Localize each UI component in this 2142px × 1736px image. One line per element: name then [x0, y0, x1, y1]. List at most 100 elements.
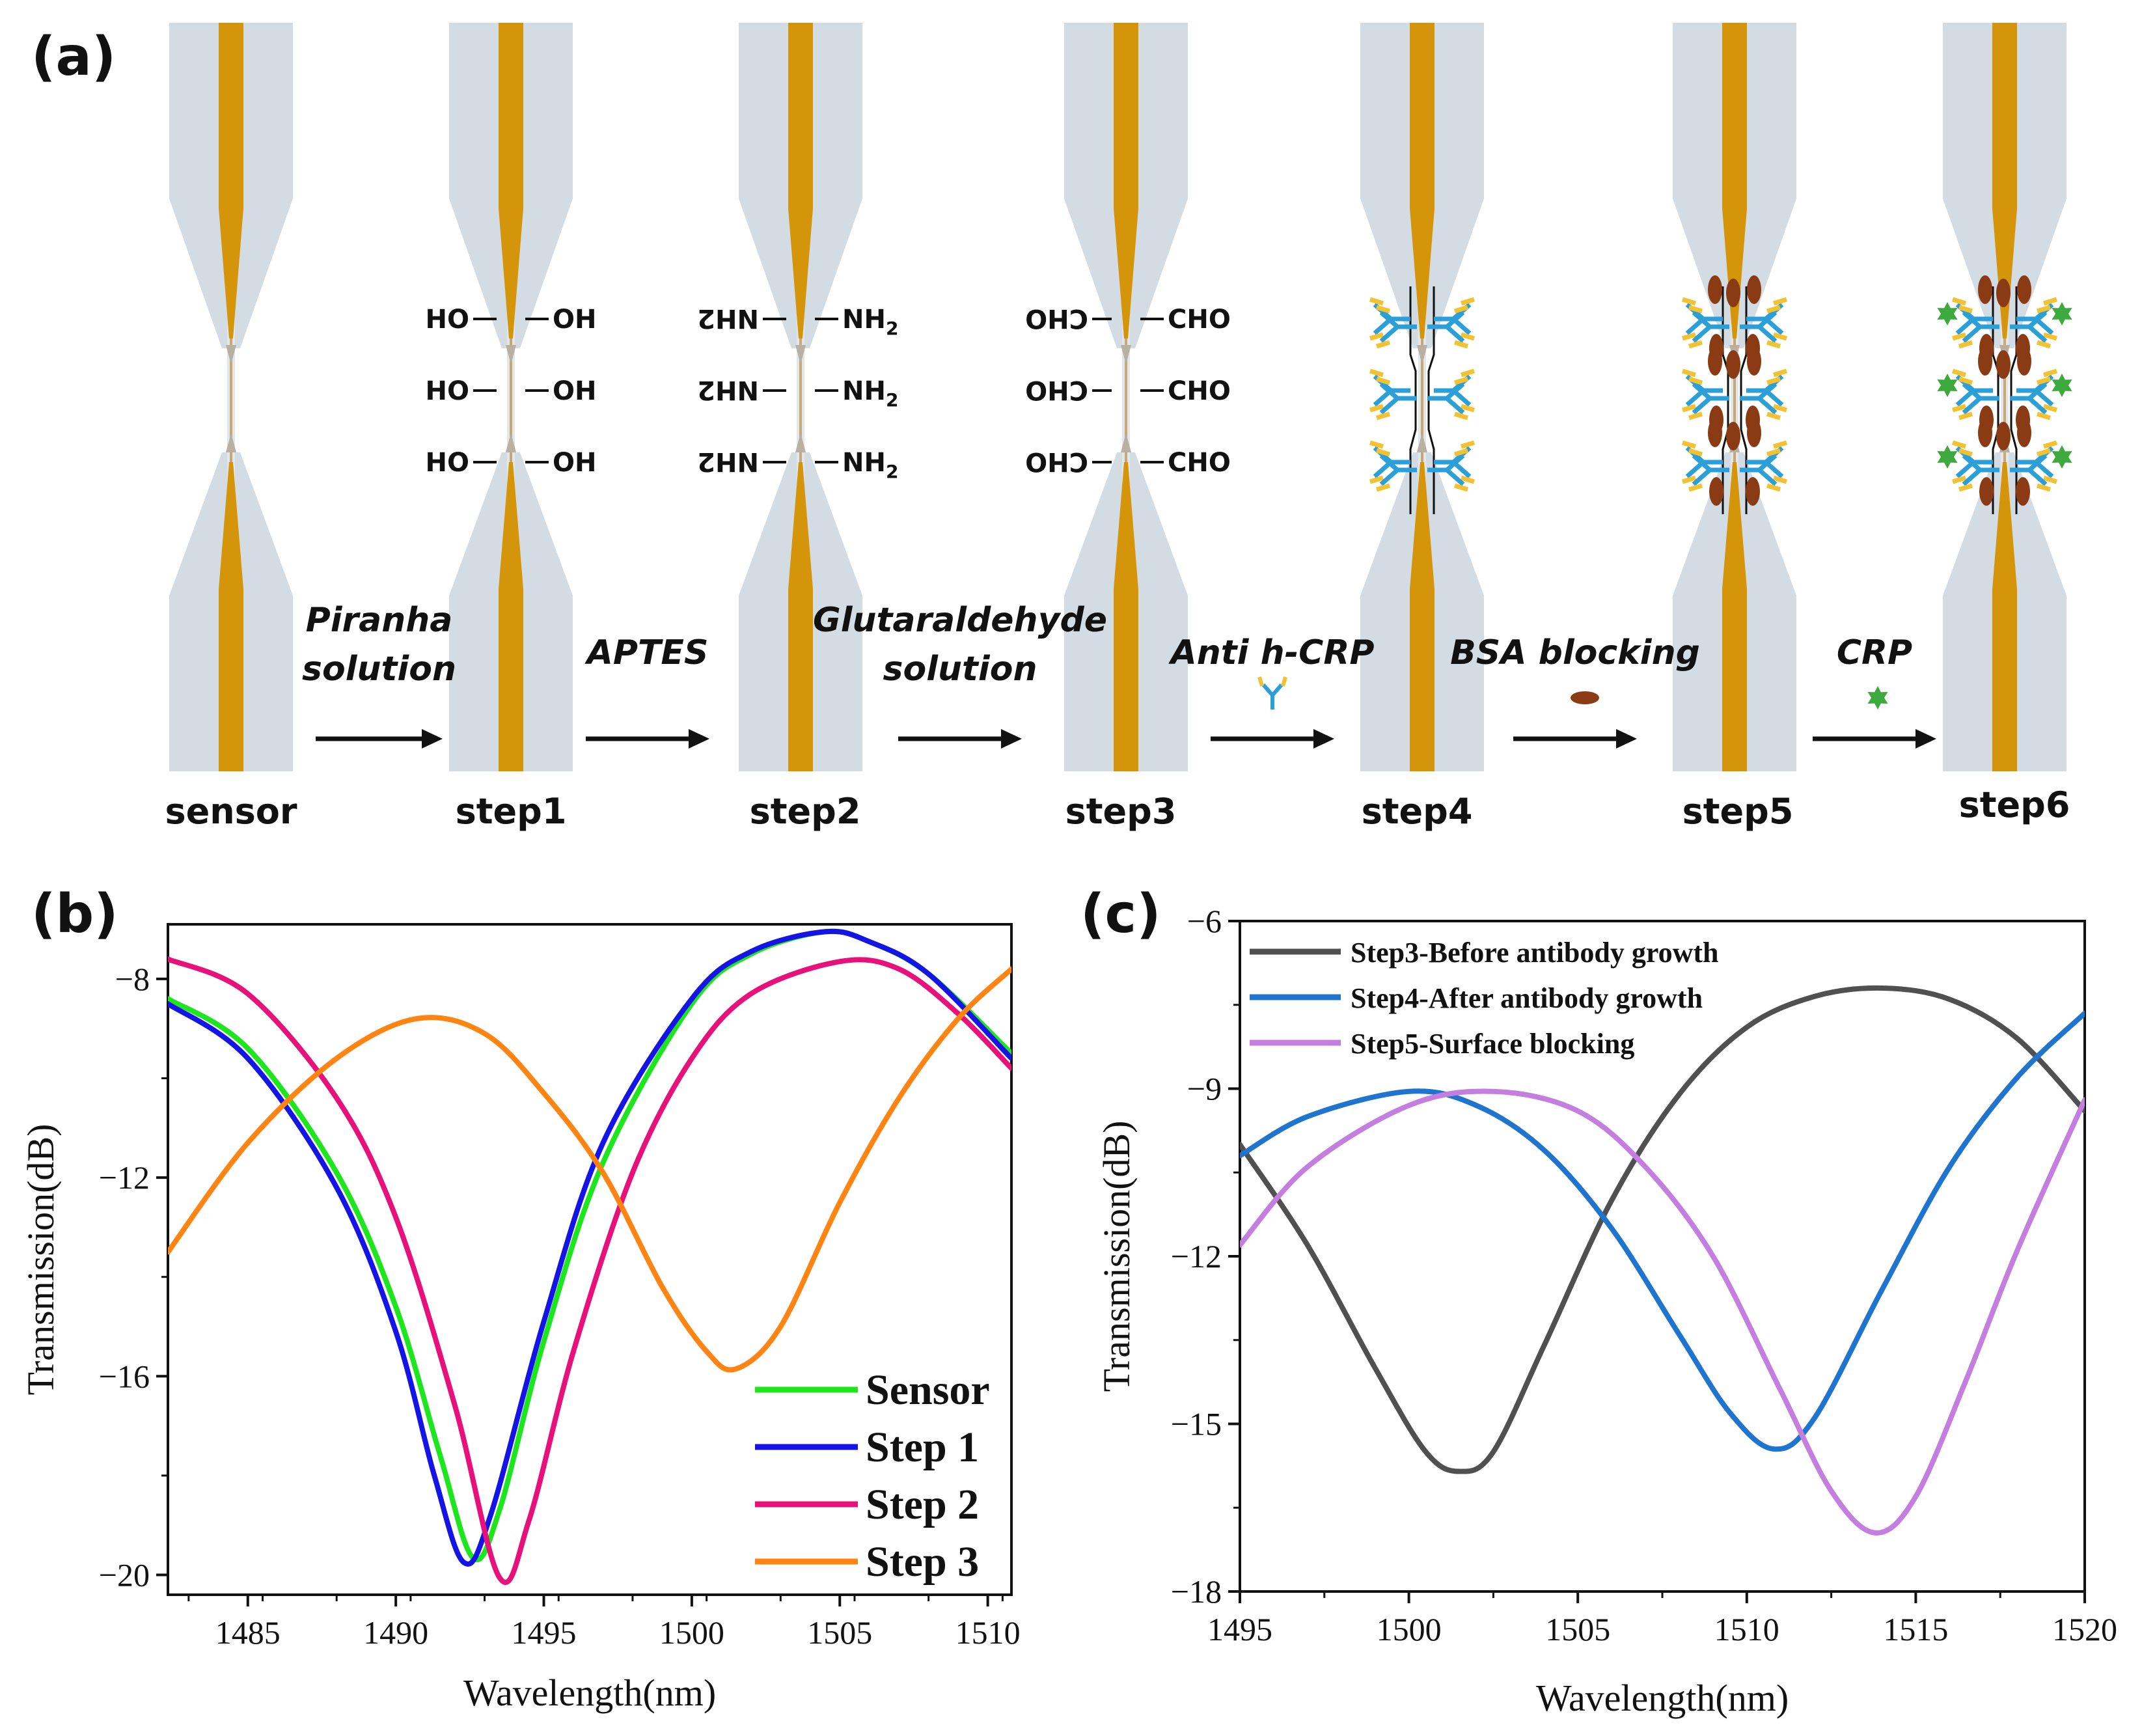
aldehyde-groups: CHO CHO CHO CHO CHO CHO — [1025, 303, 1231, 478]
reagent-label: APTES — [584, 633, 709, 672]
reagent-label: Piranha — [306, 601, 453, 640]
series-line-step5-surface-blocking — [1240, 1088, 2085, 1536]
x-tick-label: 1495 — [1207, 1611, 1272, 1647]
fiber-step1 — [449, 23, 573, 771]
x-tick-label: 1515 — [1883, 1611, 1948, 1647]
fiber-step4 — [1360, 23, 1484, 771]
series-b — [168, 928, 1011, 1585]
legend-c: Step3-Before antibody growth Step4-After … — [1250, 937, 1719, 1060]
aldehyde-right-0: CHO — [1168, 305, 1231, 335]
surface-step5 — [1681, 275, 1788, 514]
panel-a-label: (a) — [31, 26, 116, 88]
legend-b: Sensor Step 1 Step 2 Step 3 — [755, 1366, 990, 1586]
series-line-step4-after-antibody-growth — [1240, 1010, 2085, 1452]
legend-label: Step 1 — [866, 1424, 979, 1471]
legend-label: Step 2 — [866, 1481, 979, 1528]
y-tick-label: −12 — [1171, 1238, 1222, 1274]
x-tick-label: 1500 — [1377, 1611, 1442, 1647]
core-top — [1722, 23, 1747, 338]
legend-label: Step5-Surface blocking — [1351, 1028, 1634, 1060]
legend-item: Step4-After antibody growth — [1250, 982, 1703, 1014]
core-bottom — [499, 462, 523, 771]
surface-step6 — [1937, 275, 2072, 514]
aldehyde-left-2: CHO — [1025, 447, 1088, 476]
amine-right-0: NH2 — [842, 305, 898, 339]
fiber-step5 — [1673, 23, 1796, 771]
aldehyde-left-1: CHO — [1025, 375, 1088, 405]
reagent-label: Glutaraldehyde — [813, 601, 1107, 640]
reagent-label: Anti h-CRP — [1168, 633, 1375, 672]
x-tick-label: 1485 — [215, 1614, 281, 1651]
y-tick-label: −15 — [1171, 1406, 1222, 1442]
amine-groups: NH2 NH2 NH2 NH2 NH2 NH2 — [697, 303, 898, 482]
y-tick-label: −9 — [1187, 1071, 1222, 1107]
fiber-sensor — [169, 23, 293, 771]
step-label-step2: step2 — [750, 791, 861, 832]
aldehyde-right-2: CHO — [1168, 448, 1231, 478]
legend-item: Step5-Surface blocking — [1250, 1028, 1634, 1060]
core-bottom — [1722, 462, 1747, 771]
core-top — [1992, 23, 2017, 338]
fiber-step2 — [739, 23, 862, 771]
legend-label: Step 3 — [866, 1538, 979, 1586]
axes-b: 1485 1490 1495 1500 1505 1510 −8 −12 −16 −20 — [99, 961, 1021, 1651]
core-top — [1410, 23, 1435, 338]
y-axis-title-c: Transmission(dB) — [1095, 1121, 1138, 1392]
amine-right-1: NH2 — [842, 376, 898, 411]
x-tick-label: 1505 — [807, 1614, 872, 1651]
reagent-arrows: Piranha solution APTES Glutaraldehyde soluti… — [302, 601, 1936, 749]
reagent-step-3: Glutaraldehyde solution — [813, 601, 1107, 749]
legend-item: Sensor — [755, 1366, 990, 1414]
y-tick-label: −20 — [99, 1556, 150, 1593]
antibody-icon — [1257, 676, 1287, 710]
legend-label: Step3-Before antibody growth — [1351, 937, 1719, 969]
hydroxyl-left-2: HO — [426, 448, 469, 478]
amine-left-1: NH2 — [697, 375, 759, 405]
series-line-step-1 — [168, 928, 1011, 1567]
plot-frame-c — [1239, 920, 2086, 1593]
legend-item: Step 3 — [755, 1538, 979, 1586]
amine-right-2: NH2 — [842, 448, 898, 482]
core-bottom — [219, 462, 243, 771]
hydroxyl-right-0: OH — [553, 305, 596, 335]
aldehyde-right-1: CHO — [1168, 376, 1231, 406]
panel-c-chart: (c) 1495 1500 1505 1510 1515 1520 −6 −9 −12 −15 −1… — [1080, 883, 2117, 1719]
reagent-step-5: BSA blocking — [1450, 633, 1700, 749]
legend-label: Sensor — [866, 1366, 990, 1414]
reagent-label: BSA blocking — [1450, 633, 1700, 672]
y-tick-label: −8 — [115, 961, 150, 997]
y-tick-label: −16 — [99, 1358, 150, 1394]
step-labels: sensor step1 step2 step3 step4 step5 step6 — [165, 784, 2070, 832]
reagent-step-4: Anti h-CRP — [1168, 633, 1375, 749]
x-tick-label: 1490 — [363, 1614, 428, 1651]
x-tick-label: 1510 — [955, 1614, 1021, 1651]
series-line-step-3 — [168, 966, 1011, 1373]
core-bottom — [1992, 462, 2017, 771]
legend-item: Step 1 — [755, 1424, 979, 1471]
core-top — [1114, 23, 1138, 338]
step-label-step1: step1 — [456, 791, 567, 832]
hydroxyl-left-0: HO — [426, 305, 469, 335]
y-tick-label: −12 — [99, 1159, 150, 1196]
crp-icon — [1867, 686, 1888, 710]
hydroxyl-right-2: OH — [553, 448, 596, 478]
bsa-icon — [1571, 691, 1599, 704]
x-tick-label: 1510 — [1714, 1611, 1779, 1647]
fiber-step6 — [1943, 23, 2066, 771]
amine-left-0: NH2 — [697, 303, 759, 333]
step-label-step3: step3 — [1065, 791, 1177, 832]
y-tick-label: −6 — [1187, 903, 1222, 939]
legend-item: Step 2 — [755, 1481, 979, 1528]
panel-c-label: (c) — [1080, 883, 1161, 945]
core-bottom — [1114, 462, 1138, 771]
panel-b-chart: (b) 1485 1490 1495 1500 1505 1510−8−12−16−20 … — [20, 883, 1021, 1714]
amine-left-2: NH2 — [697, 447, 759, 476]
core-bottom — [1410, 462, 1435, 771]
legend-item: Step3-Before antibody growth — [1250, 937, 1719, 969]
core-top — [788, 23, 813, 338]
fiber-step3 — [1064, 23, 1188, 771]
step-label-step6: step6 — [1959, 784, 2070, 825]
legend-label: Step4-After antibody growth — [1351, 982, 1703, 1014]
